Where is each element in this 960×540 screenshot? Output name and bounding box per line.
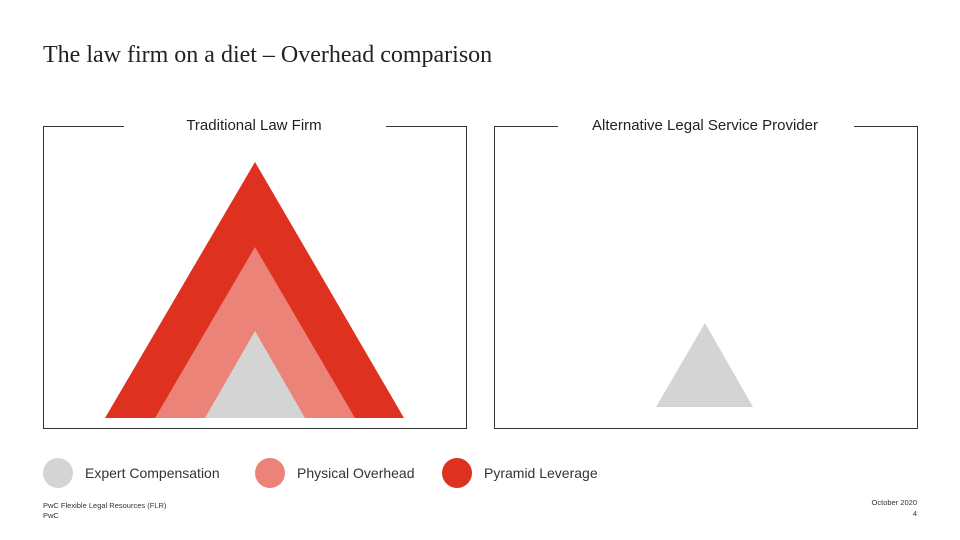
legend-label: Expert Compensation	[85, 465, 220, 481]
footer-meta: October 2020 4	[872, 497, 917, 519]
panel-top-border-right	[386, 126, 466, 127]
footer-date: October 2020	[871, 498, 917, 507]
legend-swatch	[442, 458, 472, 488]
legend-item-expert-compensation: Expert Compensation	[43, 456, 220, 490]
panel-top-border-left	[44, 126, 124, 127]
pyramid-expert-layer	[205, 331, 305, 418]
slide-title: The law firm on a diet – Overhead compar…	[43, 42, 493, 68]
panel-top-border-right	[854, 126, 917, 127]
panel-top-border-left	[495, 126, 558, 127]
legend-swatch	[255, 458, 285, 488]
legend-label: Physical Overhead	[297, 465, 415, 481]
panel-label-alternative: Alternative Legal Service Provider	[592, 117, 818, 134]
footer-source-line2: PwC	[43, 511, 59, 520]
legend-item-pyramid-leverage: Pyramid Leverage	[442, 456, 598, 490]
panel-alternative-provider	[494, 126, 918, 429]
footer-source-line1: PwC Flexible Legal Resources (FLR)	[43, 501, 167, 510]
legend-item-physical-overhead: Physical Overhead	[255, 456, 415, 490]
page-number: 4	[912, 509, 917, 518]
footer-source: PwC Flexible Legal Resources (FLR) PwC	[43, 501, 166, 521]
panel-label-traditional: Traditional Law Firm	[186, 117, 322, 134]
panel-traditional-law-firm	[43, 126, 467, 429]
legend-label: Pyramid Leverage	[484, 465, 598, 481]
alsp-expert-pyramid	[656, 323, 753, 407]
legend-swatch	[43, 458, 73, 488]
